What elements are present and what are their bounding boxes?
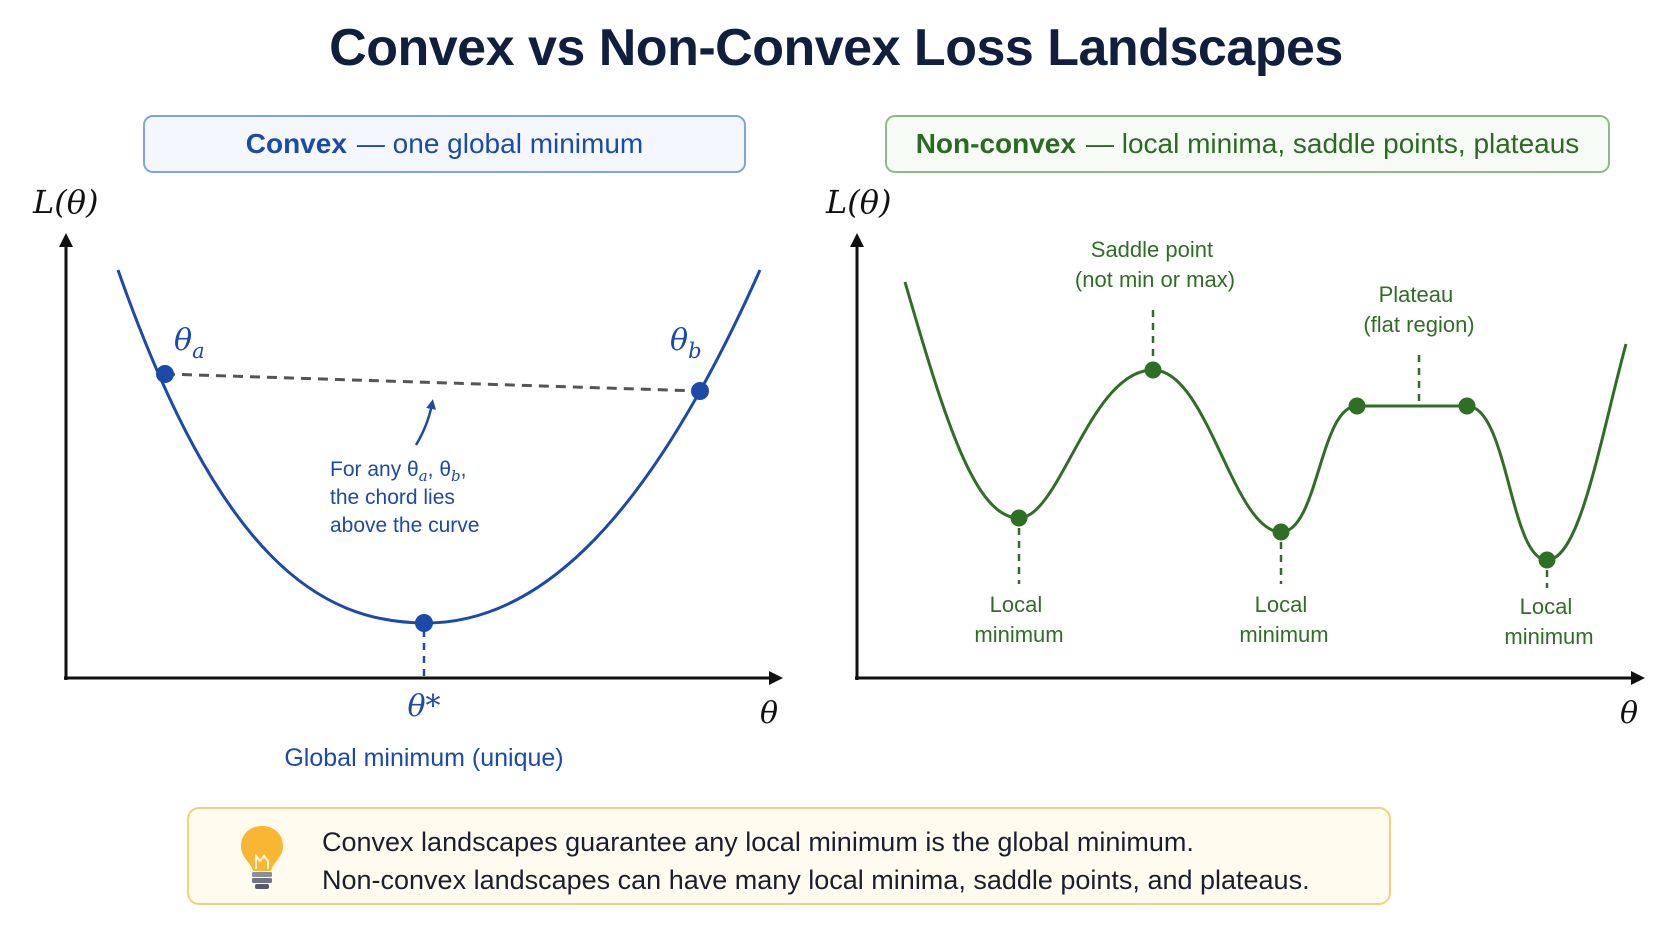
theta-a-label: θa [174,323,205,363]
convex-plot: L(θ) θ θa θb θ* Global minimum (unique) … [32,183,783,772]
nonconvex-header-rest: — local minima, saddle points, plateaus [1085,128,1580,159]
global-min-caption: Global minimum (unique) [284,744,563,772]
page-title: Convex vs Non-Convex Loss Landscapes [329,19,1343,77]
point-global-min [415,614,433,632]
convex-curve [116,269,762,625]
plateau-start-point [1348,397,1366,415]
point-theta-b [691,382,709,400]
nonconvex-header-bold: Non-convex [915,128,1076,159]
convex-x-axis-label: θ [760,696,778,731]
nonconvex-panel-header: Non-convex — local minima, saddle points… [885,115,1610,173]
takeaway-box: Convex landscapes guarantee any local mi… [187,807,1391,905]
local-min-label-2: Local minimum [1239,592,1328,647]
local-min-point-1 [1010,509,1028,527]
local-min-label-1: Local minimum [974,592,1063,647]
lightbulb-icon [241,826,283,889]
saddle-point [1144,361,1162,379]
local-min-label-3: Local minimum [1504,594,1593,649]
nonconvex-plot: L(θ) θ Saddle point (not min or max) Pla… [825,183,1645,731]
nonconvex-x-axis-label: θ [1620,696,1638,731]
chord-pointer-arrow [414,399,436,446]
convex-y-axis-label: L(θ) [32,183,98,221]
plateau-end-point [1458,397,1476,415]
convex-header-bold: Convex [245,128,347,159]
plateau-label: Plateau (flat region) [1363,282,1474,337]
takeaway-line-1: Convex landscapes guarantee any local mi… [322,827,1194,857]
theta-star-label: θ* [407,689,440,724]
saddle-label: Saddle point (not min or max) [1075,237,1235,292]
convex-panel-header: Convex — one global minimum [143,115,746,173]
theta-b-label: θb [670,323,702,363]
convex-header-rest: — one global minimum [356,128,644,159]
chord-note: For any θa, θb, the chord lies above the… [330,458,479,537]
takeaway-text: Convex landscapes guarantee any local mi… [322,823,1310,899]
local-min-point-2 [1272,523,1290,541]
takeaway-line-2: Non-convex landscapes can have many loca… [322,865,1310,895]
point-theta-a [156,365,174,383]
nonconvex-y-axis-label: L(θ) [825,183,891,221]
local-min-point-3 [1538,551,1556,569]
convex-chord [164,372,701,393]
